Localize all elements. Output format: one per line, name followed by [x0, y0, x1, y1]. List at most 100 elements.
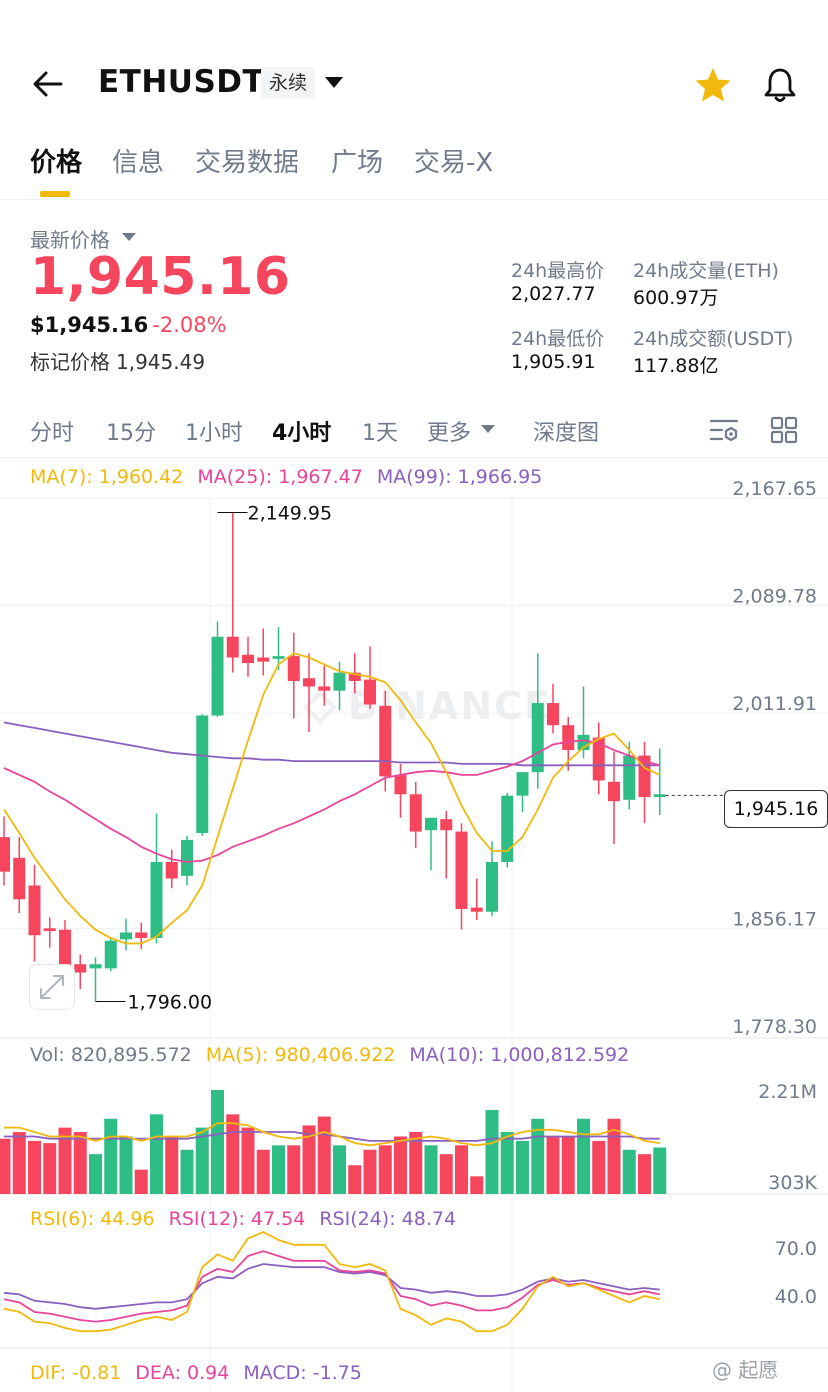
volume-bar	[638, 1154, 651, 1194]
volume-bar	[439, 1154, 453, 1194]
candle-down	[226, 636, 239, 658]
candle-up	[272, 656, 285, 659]
candle-up	[333, 672, 346, 691]
candle-down	[592, 737, 605, 781]
candle-down	[379, 705, 392, 777]
volume-bar	[317, 1116, 331, 1194]
volume-bar	[256, 1149, 270, 1194]
fullscreen-expand-button[interactable]	[29, 964, 75, 1010]
expand-arrows-icon	[40, 975, 64, 999]
rsi-axis-label: 70.0	[775, 1238, 817, 1260]
candle-up	[211, 636, 224, 716]
candle-down	[440, 819, 453, 831]
candle-down	[409, 794, 422, 832]
volume-eth-value: 600.97万	[633, 287, 719, 309]
volume-bar	[378, 1145, 392, 1194]
rsi24-line	[3, 1263, 660, 1310]
volume-bar	[302, 1125, 316, 1194]
candle-down	[348, 672, 361, 681]
binance-logo-icon	[303, 690, 337, 725]
volume-ma10-legend: MA(10): 1,000,812.592	[409, 1044, 630, 1066]
high-24h-label: 24h最高价	[511, 260, 605, 282]
mark-price-line: 标记价格 1,945.49	[30, 346, 205, 375]
chart-settings-icon[interactable]	[708, 416, 740, 444]
header-bar: ETHUSDT 永续	[0, 52, 828, 116]
rsi24-legend: RSI(24): 48.74	[319, 1208, 457, 1230]
candle-down	[303, 678, 315, 687]
candle-down	[13, 857, 26, 900]
candle-down	[318, 686, 331, 691]
interval-1h[interactable]: 1小时	[185, 421, 243, 446]
volume-ma10-line	[4, 1131, 660, 1142]
candle-up	[531, 703, 544, 773]
volume-bar	[89, 1154, 102, 1194]
volume-eth-label: 24h成交量(ETH)	[633, 260, 779, 282]
candle-down	[257, 657, 270, 662]
symbol-title[interactable]: ETHUSDT	[98, 64, 265, 100]
interval-more[interactable]: 更多	[427, 421, 472, 446]
ma25-legend: MA(25): 1,967.47	[197, 466, 363, 488]
volume-bar	[28, 1140, 41, 1194]
price-axis-label: 2,011.91	[732, 693, 817, 715]
interval-bar: 分时 15分 1小时 4小时 1天 更多 深度图	[0, 410, 828, 458]
volume-bar	[180, 1149, 194, 1194]
volume-bar	[211, 1090, 224, 1194]
author-watermark: @ 起愿	[712, 1358, 779, 1382]
volume-bar	[409, 1132, 423, 1194]
volume-bar	[516, 1140, 529, 1194]
ma7-legend: MA(7): 1,960.42	[30, 466, 184, 488]
volume-bar	[485, 1109, 499, 1194]
symbol-dropdown-caret-icon[interactable]	[325, 77, 343, 88]
candle-up	[181, 839, 193, 876]
candle-up	[120, 932, 132, 940]
volume-bar	[500, 1132, 514, 1194]
rsi6-legend: RSI(6): 44.96	[30, 1208, 155, 1230]
tab-price[interactable]: 价格	[30, 148, 83, 178]
kline-chart[interactable]: BINANCE 2,167.65 2,089.78 2,011.91 1,856.17 1…	[0, 460, 828, 1392]
volume-usdt-value: 117.88亿	[633, 355, 719, 377]
volume-ma5-line	[4, 1122, 660, 1147]
rsi-axis-label: 40.0	[775, 1286, 817, 1308]
tab-square[interactable]: 广场	[331, 148, 384, 178]
candle-down	[287, 656, 300, 681]
volume-bar	[394, 1136, 407, 1194]
volume-bar	[546, 1136, 560, 1194]
volume-bar	[134, 1169, 148, 1194]
candle-down	[608, 781, 620, 802]
latest-price-label[interactable]: 最新价格	[30, 228, 110, 252]
candle-up	[196, 715, 209, 833]
usd-price-line: $1,945.16 -2.08%	[30, 313, 227, 337]
back-arrow-icon[interactable]	[30, 66, 66, 102]
latest-price-caret-icon[interactable]	[122, 233, 136, 241]
active-tab-indicator	[40, 191, 70, 197]
tab-trading-data[interactable]: 交易数据	[195, 148, 300, 178]
more-caret-icon[interactable]	[481, 425, 495, 433]
interval-timeline[interactable]: 分时	[30, 421, 75, 446]
interval-4h[interactable]: 4小时	[272, 421, 332, 446]
candle-up	[89, 964, 102, 969]
tab-info[interactable]: 信息	[112, 148, 165, 178]
interval-15m[interactable]: 15分	[106, 421, 156, 446]
candle-up	[425, 817, 437, 831]
candle-up	[486, 861, 498, 912]
low-24h-value: 1,905.91	[511, 351, 596, 373]
volume-bar	[622, 1149, 636, 1194]
volume-bar	[58, 1127, 72, 1194]
volume-bar	[241, 1127, 255, 1194]
depth-chart-tab[interactable]: 深度图	[533, 421, 600, 446]
tab-trade-x[interactable]: 交易-X	[414, 148, 494, 178]
layout-grid-icon[interactable]	[770, 416, 798, 444]
star-icon[interactable]	[693, 65, 733, 105]
candle-down	[470, 907, 483, 912]
volume-bar	[12, 1132, 26, 1194]
volume-bar	[195, 1127, 209, 1194]
volume-ma5-legend: MA(5): 980,406.922	[205, 1044, 396, 1066]
ma25-line	[3, 739, 661, 863]
interval-1d[interactable]: 1天	[362, 421, 398, 446]
macd-value-legend: MACD: -1.75	[243, 1362, 362, 1384]
volume-bar	[73, 1132, 87, 1194]
bell-icon[interactable]	[760, 65, 800, 105]
candle-down	[394, 774, 407, 795]
candle-up	[150, 861, 163, 938]
latest-price: 1,945.16	[30, 247, 291, 307]
